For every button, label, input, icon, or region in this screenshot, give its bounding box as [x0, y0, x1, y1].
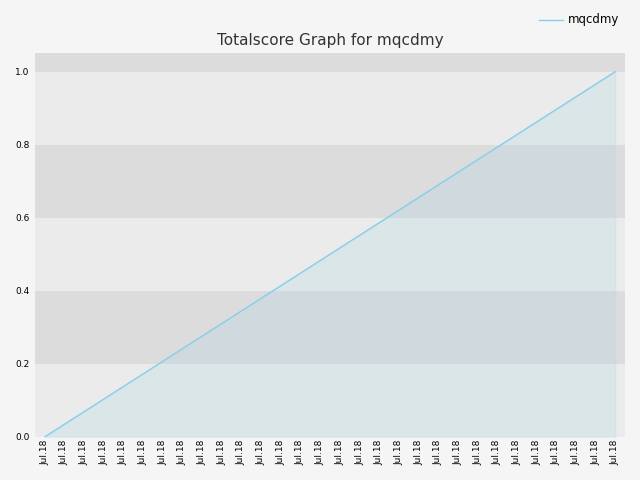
- mqcdmy: [140, 371, 147, 377]
- mqcdmy: [237, 308, 245, 314]
- mqcdmy: [493, 144, 501, 150]
- mqcdmy: [41, 434, 49, 440]
- mqcdmy: [218, 321, 226, 326]
- mqcdmy: [356, 232, 364, 238]
- mqcdmy: [513, 132, 521, 138]
- mqcdmy: [198, 333, 206, 339]
- mqcdmy: [552, 107, 560, 112]
- Bar: [35, 53, 625, 72]
- mqcdmy: [591, 82, 599, 87]
- mqcdmy: [316, 258, 324, 264]
- mqcdmy: [454, 169, 461, 175]
- mqcdmy: [257, 296, 265, 301]
- Line: mqcdmy: mqcdmy: [45, 72, 615, 437]
- mqcdmy: [474, 157, 481, 163]
- mqcdmy: [532, 119, 540, 125]
- mqcdmy: [611, 69, 619, 74]
- mqcdmy: [296, 270, 304, 276]
- Legend: mqcdmy: mqcdmy: [540, 13, 619, 26]
- mqcdmy: [375, 220, 383, 226]
- mqcdmy: [415, 195, 422, 201]
- Title: Totalscore Graph for mqcdmy: Totalscore Graph for mqcdmy: [217, 33, 444, 48]
- mqcdmy: [80, 409, 88, 415]
- mqcdmy: [61, 421, 68, 427]
- mqcdmy: [120, 384, 127, 389]
- mqcdmy: [395, 207, 403, 213]
- Bar: [35, 364, 625, 437]
- mqcdmy: [159, 359, 166, 364]
- mqcdmy: [572, 94, 580, 100]
- Bar: [35, 218, 625, 291]
- mqcdmy: [277, 283, 285, 288]
- Bar: [35, 145, 625, 218]
- mqcdmy: [336, 245, 344, 251]
- mqcdmy: [179, 346, 186, 351]
- mqcdmy: [100, 396, 108, 402]
- mqcdmy: [435, 182, 442, 188]
- Bar: [35, 72, 625, 145]
- Bar: [35, 291, 625, 364]
